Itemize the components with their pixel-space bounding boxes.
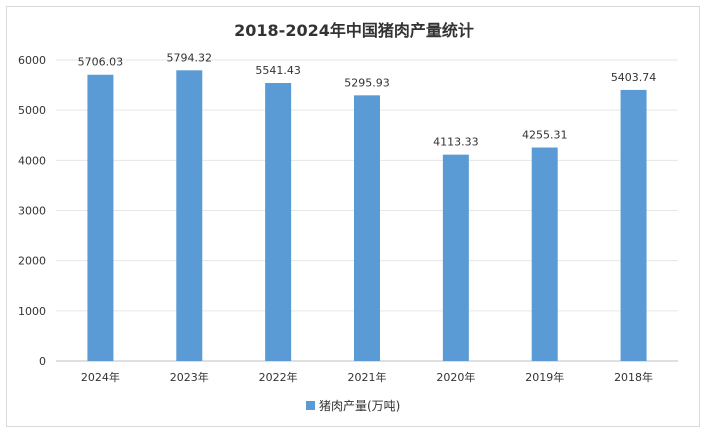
- x-tick-label: 2023年: [170, 370, 209, 384]
- x-tick-label: 2021年: [348, 370, 387, 384]
- bar: [531, 147, 558, 361]
- bar: [442, 154, 469, 361]
- chart-title: 2018-2024年中国猪肉产量统计: [234, 21, 474, 40]
- chart-frame: [6, 6, 700, 427]
- bar: [354, 95, 380, 361]
- legend-swatch: [306, 401, 315, 410]
- x-tick-label: 2022年: [259, 370, 298, 384]
- legend-label: 猪肉产量(万吨): [319, 399, 400, 413]
- y-tick-label: 5000: [18, 104, 46, 117]
- y-tick-label: 6000: [18, 54, 46, 67]
- data-label: 5295.93: [344, 76, 390, 89]
- bar: [87, 74, 114, 361]
- x-tick-label: 2020年: [436, 370, 475, 384]
- legend: 猪肉产量(万吨): [306, 399, 400, 413]
- data-label: 5403.74: [611, 71, 657, 84]
- data-label: 5794.32: [167, 51, 213, 64]
- x-tick-label: 2019年: [525, 370, 564, 384]
- y-tick-label: 1000: [18, 305, 46, 318]
- x-tick-label: 2024年: [81, 370, 120, 384]
- y-tick-label: 2000: [18, 255, 46, 268]
- data-label: 5706.03: [78, 56, 124, 69]
- y-tick-label: 4000: [18, 154, 46, 167]
- y-tick-label: 3000: [18, 205, 46, 218]
- x-tick-label: 2018年: [614, 370, 653, 384]
- y-tick-label: 0: [39, 355, 46, 368]
- bar: [265, 83, 292, 361]
- data-label: 4113.33: [433, 136, 479, 149]
- data-label: 4255.31: [522, 129, 568, 142]
- bar: [176, 70, 203, 361]
- bar: [620, 89, 647, 361]
- data-label: 5541.43: [255, 64, 301, 77]
